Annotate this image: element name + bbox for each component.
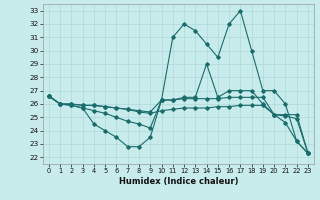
X-axis label: Humidex (Indice chaleur): Humidex (Indice chaleur): [119, 177, 238, 186]
